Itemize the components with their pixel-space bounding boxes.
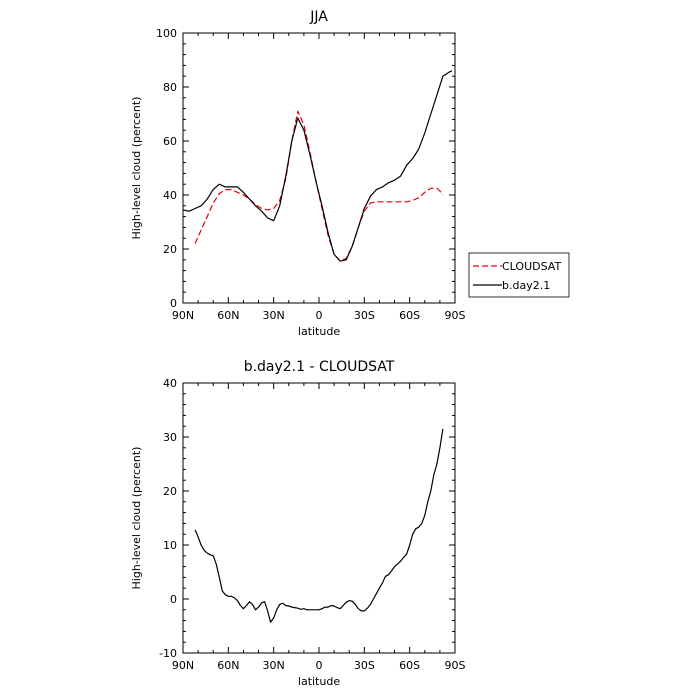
y-tick-label: 10	[163, 539, 177, 552]
x-tick-label: 60S	[399, 659, 420, 672]
chart-panel-1: JJA 90N 60N 30N 0 30S 60S 90S 0 20 40 60 80 100 latitu…	[130, 9, 570, 338]
x-tick-label: 90S	[445, 659, 466, 672]
y-tick-label: 40	[163, 377, 177, 390]
x-tick-label: 0	[316, 659, 323, 672]
y-tick-label: -10	[159, 647, 177, 660]
y-tick-label: 0	[170, 593, 177, 606]
y-tick-label: 20	[163, 243, 177, 256]
x-tick-label: 30S	[354, 659, 375, 672]
legend-label: CLOUDSAT	[502, 260, 561, 273]
series-line-cloudsat	[194, 110, 444, 262]
legend-box	[468, 252, 570, 298]
plot-frame	[182, 32, 456, 304]
x-axis-label: latitude	[298, 325, 340, 338]
y-tick-label: 80	[163, 81, 177, 94]
x-tick-label: 90N	[172, 659, 194, 672]
y-tick-label: 60	[163, 135, 177, 148]
x-tick-label: 30N	[263, 309, 285, 322]
y-tick-label: 30	[163, 431, 177, 444]
series-line-b-day2-1	[182, 70, 453, 262]
chart-title: JJA	[309, 9, 328, 25]
chart-title: b.day2.1 - CLOUDSAT	[244, 359, 395, 375]
y-axis-label: High-level cloud (percent)	[130, 447, 143, 590]
x-tick-label: 90S	[445, 309, 466, 322]
x-tick-label: 60N	[217, 659, 239, 672]
y-tick-label: 100	[156, 27, 177, 40]
y-axis-label: High-level cloud (percent)	[130, 97, 143, 240]
x-axis-label: latitude	[298, 675, 340, 688]
y-tick-label: 20	[163, 485, 177, 498]
x-tick-label: 60N	[217, 309, 239, 322]
legend: CLOUDSAT b.day2.1	[468, 252, 570, 298]
x-tick-label: 30S	[354, 309, 375, 322]
series-line	[194, 428, 444, 623]
chart-panel-2: b.day2.1 - CLOUDSAT 90N 60N 30N 0 30S 60S 90S -1…	[130, 359, 466, 688]
x-tick-label: 0	[316, 309, 323, 322]
y-tick-label: 40	[163, 189, 177, 202]
x-tick-label: 60S	[399, 309, 420, 322]
x-tick-label: 90N	[172, 309, 194, 322]
legend-label: b.day2.1	[502, 279, 550, 292]
plot-frame	[182, 382, 456, 654]
y-tick-label: 0	[170, 297, 177, 310]
x-tick-label: 30N	[263, 659, 285, 672]
